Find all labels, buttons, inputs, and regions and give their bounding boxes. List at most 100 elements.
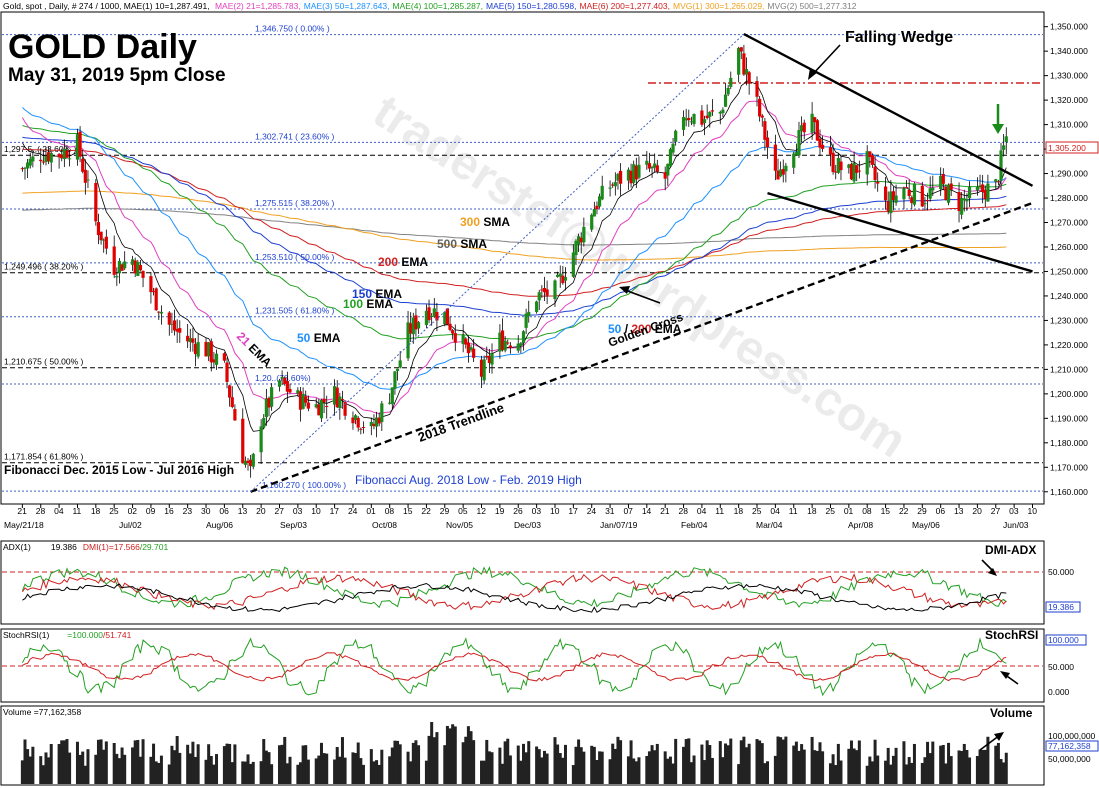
volume-bar xyxy=(920,762,924,784)
volume-bar xyxy=(340,737,344,784)
candle-body xyxy=(710,110,715,112)
volume-bar xyxy=(815,750,819,784)
candle-body xyxy=(62,148,66,160)
stochrsi-panel xyxy=(2,637,1043,697)
candle-body xyxy=(535,301,539,313)
date-tick-label: 25 xyxy=(109,506,119,516)
volume-bar xyxy=(117,758,121,784)
volume-bar xyxy=(598,751,602,784)
volume-bar xyxy=(965,749,969,784)
price-tick-label: 1,350.000 xyxy=(1050,22,1088,32)
candle-body xyxy=(836,157,840,173)
candle-body xyxy=(561,275,565,284)
candle-body xyxy=(794,152,798,155)
volume-bar xyxy=(196,744,200,784)
candle-body xyxy=(540,289,544,291)
volume-bar xyxy=(188,753,192,784)
date-tick-label: 22 xyxy=(421,506,431,516)
volume-bar xyxy=(960,750,964,784)
volume-bar xyxy=(650,745,654,784)
volume-bar xyxy=(472,740,476,784)
volume-bar xyxy=(335,746,339,784)
candle-body xyxy=(503,340,507,351)
date-tick-label: 25 xyxy=(825,506,835,516)
candle-body xyxy=(44,155,48,162)
volume-bar xyxy=(561,757,565,784)
sma300-line xyxy=(22,190,1007,261)
candle-body xyxy=(687,117,691,121)
candle-body xyxy=(692,113,696,124)
candle-body xyxy=(978,185,982,187)
candle-body xyxy=(912,183,917,205)
candle-body xyxy=(485,355,489,358)
adx-header: ADX(1) 19.386 DMI(1)=17.566/29.701 xyxy=(3,542,168,552)
volume-bar xyxy=(396,740,400,784)
candle-body xyxy=(876,181,880,184)
volume-bar xyxy=(31,746,35,784)
date-tick-label: 12 xyxy=(477,506,487,516)
candle-body xyxy=(629,170,633,184)
candle-body xyxy=(335,387,339,408)
volume-bar xyxy=(277,745,281,784)
volume-bar xyxy=(737,764,741,784)
ema100-line xyxy=(22,125,1007,340)
volume-bar xyxy=(393,740,397,784)
date-tick-label: 19 xyxy=(495,506,505,516)
price-axis: 1,350.000 1,340.000 1,330.000 1,320.000 1,31… xyxy=(1044,22,1088,497)
volume-bar xyxy=(939,745,943,784)
golden-cross-arrow xyxy=(624,289,661,304)
candle-body xyxy=(545,289,549,296)
volume-bar xyxy=(417,745,421,784)
month-label: Oct/08 xyxy=(372,520,397,530)
candle-body xyxy=(317,404,321,416)
candle-body xyxy=(212,359,216,363)
price-tick-label: 1,310.000 xyxy=(1050,120,1088,130)
candle-body xyxy=(406,322,410,359)
candle-body xyxy=(852,163,856,182)
volume-bar xyxy=(154,761,158,784)
volume-bar xyxy=(501,763,505,784)
candle-body xyxy=(597,196,602,207)
date-tick-label: 14 xyxy=(642,506,652,516)
volume-bar xyxy=(619,740,623,784)
candle-body xyxy=(296,390,300,394)
candle-body xyxy=(967,187,972,199)
candle-body xyxy=(553,280,557,300)
candle-body xyxy=(374,417,379,427)
header-indicator-5: MVG(1) 300=1,265.029, xyxy=(673,1,764,11)
candle-body xyxy=(451,330,455,334)
candle-body xyxy=(883,186,888,201)
volume-bar xyxy=(83,765,87,784)
volume-bar xyxy=(613,748,617,784)
candle-body xyxy=(230,397,234,408)
candle-body xyxy=(873,166,877,180)
candle-body xyxy=(965,199,969,202)
month-label: Jul/02 xyxy=(119,520,142,530)
month-label: Mar/04 xyxy=(756,520,783,530)
candle-body xyxy=(705,115,709,119)
volume-bar xyxy=(519,760,523,784)
volume-bar xyxy=(112,742,116,784)
volume-bar xyxy=(574,746,578,784)
candle-body xyxy=(1004,136,1008,143)
candle-body xyxy=(981,184,985,193)
volume-bar xyxy=(834,765,838,784)
candle-body xyxy=(453,333,457,343)
volume-bar xyxy=(629,740,633,784)
volume-bar xyxy=(173,750,177,784)
volume-bar xyxy=(758,740,762,784)
candle-body xyxy=(136,261,140,277)
candle-body xyxy=(372,423,376,427)
volume-bar xyxy=(28,756,32,784)
date-tick-label: 21 xyxy=(660,506,670,516)
volume-bar xyxy=(264,750,268,784)
header-indicator-6: MVG(2) 500=1,277.312 xyxy=(767,1,856,11)
candle-body xyxy=(23,167,27,169)
ema21-line xyxy=(21,100,1007,415)
candle-body xyxy=(94,183,98,222)
candle-body xyxy=(674,130,678,142)
volume-bar xyxy=(857,740,861,784)
volume-bar xyxy=(296,764,300,784)
candle-body xyxy=(718,111,722,114)
candle-body xyxy=(975,186,980,191)
